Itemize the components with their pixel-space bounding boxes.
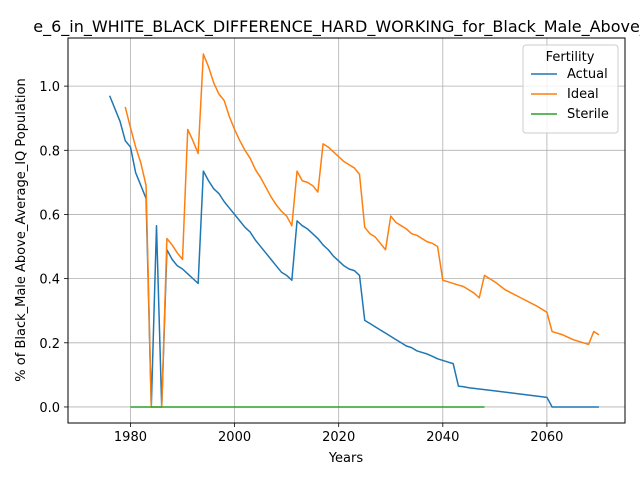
x-tick-label: 2020: [322, 430, 355, 445]
y-tick-label: 0.0: [39, 401, 60, 416]
y-axis-ticks: 0.0 0.2 0.4 0.6 0.8 1.0: [39, 80, 68, 416]
chart-title: e_6_in_WHITE_BLACK_DIFFERENCE_HARD_WORKI…: [33, 17, 640, 37]
legend-label-actual: Actual: [567, 67, 608, 82]
y-tick-label: 0.2: [39, 337, 60, 352]
x-tick-label: 2060: [530, 430, 563, 445]
legend-label-sterile: Sterile: [567, 107, 609, 122]
series-line-actual: [108, 95, 599, 408]
plot-area-frame: [67, 37, 626, 424]
legend-label-ideal: Ideal: [567, 87, 599, 102]
y-axis-label: % of Black_Male Above_Average_IQ Populat…: [14, 78, 29, 381]
x-tick-label: 2040: [426, 430, 459, 445]
legend-box: [522, 44, 619, 134]
x-axis-label: Years: [328, 451, 364, 466]
legend: Fertility Actual Ideal Sterile: [522, 44, 619, 134]
y-tick-label: 0.6: [39, 208, 60, 223]
y-tick-label: 0.4: [39, 273, 60, 288]
series-lines: [108, 53, 600, 408]
legend-entries: Actual Ideal Sterile: [531, 67, 609, 122]
x-tick-label: 2000: [218, 430, 251, 445]
y-tick-label: 1.0: [39, 80, 60, 95]
x-axis-ticks: 1980 2000 2020 2040 2060: [114, 423, 563, 445]
series-line-ideal: [124, 53, 600, 408]
y-tick-label: 0.8: [39, 144, 60, 159]
legend-title: Fertility: [546, 50, 595, 65]
x-tick-label: 1980: [114, 430, 147, 445]
